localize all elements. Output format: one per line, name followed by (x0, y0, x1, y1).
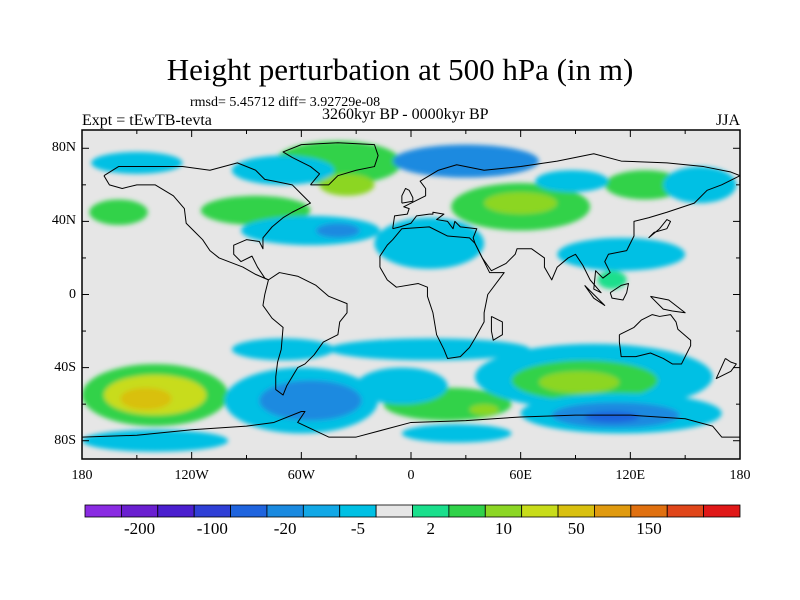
coastline (648, 219, 672, 239)
coastline (392, 153, 740, 294)
colorbar-label: 50 (567, 519, 585, 538)
colorbar-swatch (666, 504, 705, 518)
coastline (103, 162, 311, 281)
experiment-label: Expt = tEwTB-tevta (82, 112, 212, 129)
anomaly-region (484, 192, 558, 215)
colorbar-swatch (120, 504, 159, 518)
lon-tick-label: 0 (407, 468, 415, 483)
anomaly-region (538, 371, 620, 394)
anomaly-region (557, 237, 686, 271)
anomaly-field (82, 140, 737, 452)
lat-tick-label: 40N (51, 213, 76, 229)
season-label: JJA (716, 112, 741, 129)
coastline (618, 314, 692, 365)
colorbar-label: -200 (123, 519, 156, 538)
period-label: 3260kyr BP - 0000kyr BP (322, 106, 489, 123)
anomaly-region (315, 223, 360, 238)
anomaly-region (663, 166, 737, 204)
anomaly-region (91, 151, 183, 174)
anomaly-region (392, 144, 539, 178)
colorbar-swatch (484, 504, 523, 518)
coastline (262, 272, 348, 396)
colorbar-swatch (448, 504, 486, 518)
anomaly-region (319, 173, 375, 196)
colorbar-swatch (630, 504, 668, 518)
anomaly-region (584, 411, 640, 423)
lon-tick-label: 60E (509, 468, 532, 483)
colorbar-swatch (84, 504, 122, 518)
axis-ticks (81, 130, 741, 459)
anomaly-region (401, 424, 512, 443)
anomaly-region (374, 217, 485, 269)
coastline (401, 187, 414, 204)
lat-tick-label: 40S (54, 359, 76, 375)
lat-tick-label: 80N (51, 140, 76, 156)
lat-tick-label: 80S (54, 432, 76, 448)
lon-tick-label: 120W (174, 468, 209, 483)
map-title: Height perturbation at 500 hPa (in m) (166, 52, 634, 87)
anomaly-region (328, 338, 530, 361)
colorbar-label: -5 (350, 519, 365, 538)
anomaly-region (356, 367, 448, 405)
colorbar-label: -20 (273, 519, 297, 538)
anomaly-region (259, 380, 362, 421)
lon-tick-label: 180 (71, 468, 93, 483)
lon-tick-label: 180 (729, 468, 751, 483)
anomaly-region (604, 170, 686, 200)
colorbar-swatch (230, 504, 268, 518)
lat-tick-label: 0 (69, 286, 76, 302)
coastlines (82, 142, 740, 438)
anomaly-region (469, 404, 499, 416)
colorbar-swatch (266, 504, 304, 518)
coastline (379, 226, 505, 359)
colorbar-label: 2 (426, 519, 435, 538)
colorbar-swatch (375, 504, 413, 518)
coastline (584, 285, 606, 306)
anomaly-region (535, 170, 609, 193)
colorbar-swatch (193, 504, 231, 518)
colorbar-label: 10 (494, 519, 512, 538)
coastline (82, 410, 740, 438)
colorbar-swatch (557, 504, 595, 518)
anomaly-region (597, 270, 627, 290)
anomaly-region (231, 338, 335, 361)
colorbar-swatch (157, 504, 195, 518)
colorbar-swatch (521, 504, 559, 518)
anomaly-region (231, 155, 335, 185)
lon-tick-label: 120E (615, 468, 646, 483)
lon-tick-label: 60W (287, 468, 315, 483)
colorbar-swatch (594, 504, 632, 518)
anomaly-region (82, 429, 229, 452)
anomaly-region (120, 387, 172, 410)
coastline (490, 315, 503, 341)
colorbar-swatch (703, 504, 741, 518)
colorbar-label: 150 (636, 519, 662, 538)
statistics-label: rmsd= 5.45712 diff= 3.92729e-08 (190, 95, 381, 110)
coastline (609, 283, 630, 301)
colorbar (84, 504, 741, 518)
colorbar-swatch (302, 504, 341, 518)
colorbar-label: -100 (196, 519, 228, 538)
coastline (282, 142, 379, 186)
colorbar-swatch (412, 504, 450, 518)
anomaly-region (89, 199, 148, 226)
coastline (715, 358, 737, 380)
coastline (650, 295, 686, 314)
colorbar-swatch (339, 504, 377, 518)
